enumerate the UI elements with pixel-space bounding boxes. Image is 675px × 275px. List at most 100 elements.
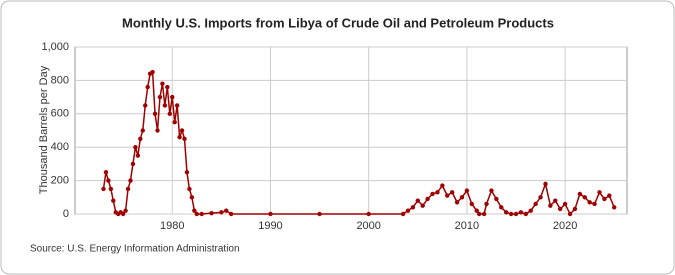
data-point [494,196,499,202]
data-point [155,128,160,133]
data-point [435,190,440,195]
data-point [410,205,416,210]
data-point [103,170,109,175]
data-point [582,195,587,200]
data-point [143,103,148,108]
x-tick-label: 2010 [455,220,479,232]
y-tick-label: 1,000 [41,41,69,53]
data-point [538,195,543,200]
x-tick-label: 1980 [160,220,184,232]
data-point [572,206,578,212]
data-point [489,188,494,193]
y-tick-label: 0 [63,208,69,220]
data-point [170,94,175,100]
y-tick-label: 600 [51,108,69,120]
data-point [172,119,177,125]
data-point [165,84,170,90]
data-point [167,111,172,117]
data-point [567,211,573,217]
data-point [157,94,163,100]
data-point [199,211,204,217]
y-axis-label: Thousand Barrels per Day [38,65,50,194]
data-point [602,196,607,202]
data-point [513,211,519,217]
data-point [543,181,548,187]
data-point [133,145,138,150]
x-tick-label: 1990 [258,220,282,232]
data-point [184,170,190,175]
data-point [125,186,131,192]
data-point [145,84,150,90]
data-point [138,136,143,142]
data-point [420,203,425,208]
data-point [405,208,411,213]
data-point [597,190,602,195]
data-point [194,211,199,217]
data-point [484,201,489,207]
y-tick-label: 800 [51,74,69,86]
x-tick-label: 2020 [553,220,577,232]
data-point [558,206,563,212]
data-point [224,208,229,213]
data-point [128,178,133,183]
data-point [106,178,111,183]
data-point [612,205,617,210]
data-point [476,211,482,217]
data-point [415,198,420,203]
data-point [523,211,529,217]
data-point [130,161,136,167]
data-point [101,186,106,192]
data-point [445,193,450,198]
data-point [400,211,406,217]
data-point [111,198,116,203]
data-point [140,128,145,133]
data-point [150,69,155,75]
data-point [533,201,538,207]
data-point [189,195,195,200]
data-point [562,201,568,207]
data-point [449,190,455,195]
data-point [179,128,185,133]
y-tick-label: 200 [51,175,69,187]
data-point [152,111,158,117]
data-point [508,211,514,217]
data-point [108,186,114,192]
data-point [548,203,553,208]
data-point [182,136,187,142]
data-point [219,210,224,215]
data-point [135,153,141,158]
data-point [317,211,322,217]
data-point [607,193,612,198]
chart-title: Monthly U.S. Imports from Libya of Crude… [122,15,554,30]
y-tick-label: 400 [51,141,69,153]
data-point [120,211,126,217]
data-point [160,81,165,86]
data-point [192,208,197,213]
data-point [577,191,583,197]
source: Source: U.S. Energy Information Administ… [30,244,240,255]
data-point [177,134,182,140]
data-point [187,186,192,192]
data-point [459,195,465,200]
data-point [425,196,430,202]
data-point [454,200,460,205]
data-point [518,210,524,215]
data-point [528,208,533,213]
data-point [366,211,371,217]
data-point [123,208,128,213]
data-point [162,103,168,108]
data-point [228,211,234,217]
data-point [268,211,273,217]
data-point [503,210,509,215]
plot-area [74,46,628,215]
data-point [174,103,180,108]
data-point [440,183,445,188]
data-point [469,201,475,207]
data-point [481,211,487,217]
data-point [499,205,504,210]
data-point [430,191,435,197]
data-point [474,208,479,213]
data-point [209,210,214,216]
data-point [587,200,592,205]
